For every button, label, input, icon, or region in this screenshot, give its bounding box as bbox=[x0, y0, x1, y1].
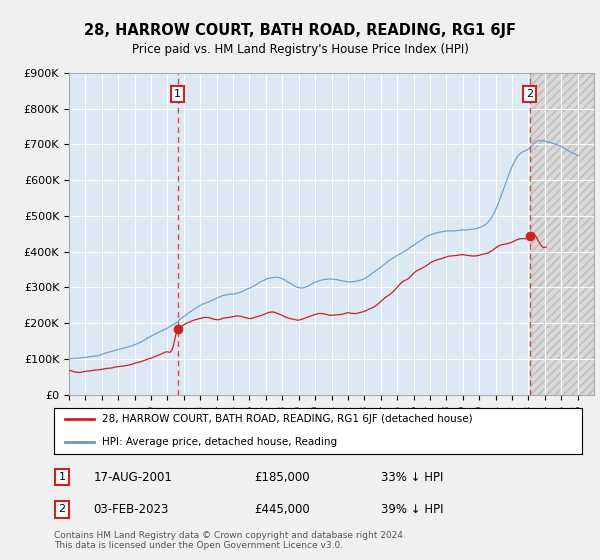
Bar bbox=[530, 73, 594, 395]
Text: 17-AUG-2001: 17-AUG-2001 bbox=[94, 471, 172, 484]
Text: 28, HARROW COURT, BATH ROAD, READING, RG1 6JF (detached house): 28, HARROW COURT, BATH ROAD, READING, RG… bbox=[101, 414, 472, 424]
Text: 2: 2 bbox=[58, 505, 65, 515]
Text: 28, HARROW COURT, BATH ROAD, READING, RG1 6JF: 28, HARROW COURT, BATH ROAD, READING, RG… bbox=[84, 24, 516, 38]
Text: HPI: Average price, detached house, Reading: HPI: Average price, detached house, Read… bbox=[101, 437, 337, 447]
Text: Contains HM Land Registry data © Crown copyright and database right 2024.
This d: Contains HM Land Registry data © Crown c… bbox=[54, 531, 406, 550]
Text: 39% ↓ HPI: 39% ↓ HPI bbox=[382, 503, 444, 516]
Text: 1: 1 bbox=[174, 89, 181, 99]
Text: £185,000: £185,000 bbox=[254, 471, 310, 484]
Text: 03-FEB-2023: 03-FEB-2023 bbox=[94, 503, 169, 516]
Text: £445,000: £445,000 bbox=[254, 503, 310, 516]
Text: 2: 2 bbox=[526, 89, 533, 99]
Text: 33% ↓ HPI: 33% ↓ HPI bbox=[382, 471, 444, 484]
Bar bbox=[530, 73, 594, 395]
Text: Price paid vs. HM Land Registry's House Price Index (HPI): Price paid vs. HM Land Registry's House … bbox=[131, 43, 469, 56]
Text: 1: 1 bbox=[58, 472, 65, 482]
